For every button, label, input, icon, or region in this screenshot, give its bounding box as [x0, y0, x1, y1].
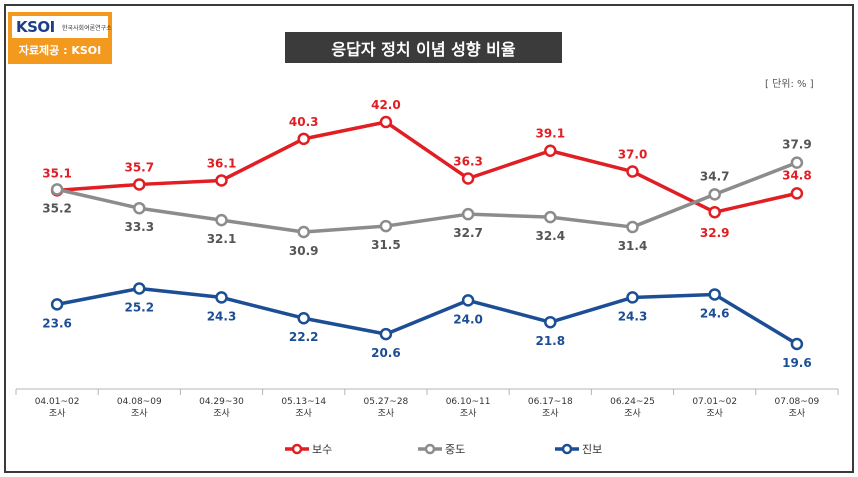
logo-top: KSOI 한국사회여론연구소 — [12, 16, 112, 38]
data-label: 34.7 — [700, 169, 730, 183]
data-source-label: 자료제공 : KSOI — [18, 44, 102, 57]
x-tick-label: 04.01~02 — [35, 397, 80, 407]
data-point — [297, 132, 310, 146]
legend-label: 진보 — [582, 443, 602, 456]
data-label: 24.3 — [618, 309, 648, 323]
legend-label: 보수 — [312, 443, 332, 456]
x-tick-label: 05.13~14 — [281, 397, 326, 407]
ksoi-logo: KSOI 한국사회여론연구소 자료제공 : KSOI — [8, 12, 112, 64]
data-point — [708, 288, 721, 301]
data-point — [544, 144, 557, 157]
series-line-중도 — [56, 161, 798, 234]
x-tick-label-sub: 조사 — [542, 408, 559, 419]
data-label: 35.1 — [42, 166, 72, 180]
data-label: 32.4 — [535, 229, 565, 243]
data-point — [50, 183, 64, 196]
data-label: 32.1 — [207, 232, 237, 246]
legend-swatch-marker — [291, 443, 303, 455]
data-label: 42.0 — [371, 98, 401, 112]
series-line-보수 — [56, 120, 798, 214]
data-point — [133, 201, 146, 215]
x-tick-label: 04.29~30 — [199, 397, 244, 407]
x-tick-label-sub: 조사 — [213, 408, 230, 419]
data-label: 20.6 — [371, 346, 401, 360]
data-point — [297, 311, 310, 325]
data-label: 39.1 — [535, 127, 565, 141]
x-tick-label: 06.17~18 — [528, 397, 573, 407]
data-point — [708, 188, 721, 201]
data-label: 24.3 — [207, 309, 237, 323]
data-label: 23.6 — [42, 316, 72, 330]
data-label: 35.2 — [42, 201, 72, 215]
data-point — [133, 282, 146, 295]
legend-label: 중도 — [445, 443, 465, 456]
data-point — [626, 220, 639, 234]
x-tick-label-sub: 조사 — [295, 408, 312, 419]
data-label: 33.3 — [124, 220, 154, 234]
data-point — [461, 207, 475, 221]
data-point — [215, 213, 228, 227]
data-point — [379, 327, 393, 341]
unit-label: [ 단위: % ] — [765, 79, 814, 90]
data-point — [215, 291, 228, 304]
x-tick-label: 06.24~25 — [610, 397, 655, 407]
series-line-진보 — [56, 286, 798, 346]
data-label: 24.0 — [453, 312, 483, 326]
data-label: 31.5 — [371, 238, 401, 252]
data-point — [297, 225, 310, 239]
data-label: 37.9 — [782, 138, 812, 152]
data-label: 36.1 — [207, 156, 237, 170]
data-point — [790, 187, 804, 200]
data-point — [708, 205, 721, 219]
data-label: 25.2 — [124, 301, 154, 315]
data-label: 22.2 — [289, 330, 319, 344]
data-point — [461, 172, 475, 185]
logo-mark: KSOI — [16, 18, 55, 36]
data-point — [544, 315, 557, 329]
data-label: 32.7 — [453, 226, 483, 240]
data-point — [461, 294, 475, 307]
data-point — [133, 178, 146, 191]
x-tick-label: 05.27~28 — [364, 397, 409, 407]
data-point — [790, 337, 804, 351]
data-point — [379, 115, 393, 129]
data-label: 32.9 — [700, 226, 730, 240]
x-tick-label-sub: 조사 — [49, 408, 66, 419]
legend-swatch-marker — [561, 443, 573, 455]
data-label: 24.6 — [700, 306, 730, 320]
data-label: 35.7 — [124, 160, 154, 174]
legend-swatch-marker — [424, 443, 436, 455]
data-label: 21.8 — [535, 334, 565, 348]
data-point — [626, 291, 639, 304]
data-point — [790, 156, 804, 169]
x-tick-label: 07.08~09 — [775, 397, 820, 407]
data-point — [215, 174, 228, 187]
data-point — [626, 165, 639, 178]
x-tick-label: 06.10~11 — [446, 397, 491, 407]
x-tick-label: 07.01~02 — [692, 397, 737, 407]
x-tick-label-sub: 조사 — [706, 408, 723, 419]
x-tick-label-sub: 조사 — [624, 408, 641, 419]
data-point — [544, 210, 557, 224]
x-tick-label: 04.08~09 — [117, 397, 162, 407]
data-point — [379, 219, 393, 233]
x-tick-label-sub: 조사 — [789, 408, 806, 419]
data-label: 36.3 — [453, 154, 483, 168]
data-label: 31.4 — [618, 239, 648, 253]
data-point — [50, 298, 64, 311]
x-tick-label-sub: 조사 — [131, 408, 148, 419]
data-label: 34.8 — [782, 168, 812, 182]
x-tick-label-sub: 조사 — [378, 408, 395, 419]
chart-title: 응답자 정치 이념 성향 비율 — [285, 32, 562, 63]
chart-frame — [4, 4, 854, 473]
logo-org-name: 한국사회여론연구소 — [62, 25, 112, 32]
x-tick-label-sub: 조사 — [460, 408, 477, 419]
data-label: 37.0 — [618, 148, 648, 162]
data-label: 40.3 — [289, 115, 319, 129]
data-label: 30.9 — [289, 244, 319, 258]
data-label: 19.6 — [782, 356, 812, 370]
